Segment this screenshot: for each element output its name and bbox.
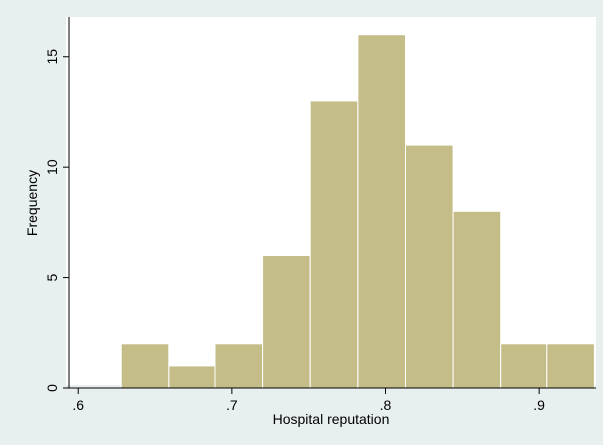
y-tick-label-3: 10	[44, 159, 60, 175]
y-tick-label-1: 0	[44, 384, 60, 392]
x-tick-label-1: .6	[72, 397, 84, 413]
y-tick-label-4: 15	[44, 49, 60, 65]
histogram-bars	[120, 34, 595, 389]
x-axis-title: Hospital reputation	[273, 411, 390, 427]
x-tick-label-4: .9	[533, 397, 545, 413]
histogram-bar-3	[214, 343, 264, 389]
x-axis-ticks: .6 .7 .8 .9	[72, 388, 545, 413]
histogram-bar-1	[120, 343, 170, 389]
histogram-bar-4	[262, 255, 311, 389]
y-axis-ticks: 0 5 10 15	[44, 49, 69, 392]
histogram-bar-6	[357, 34, 406, 389]
y-tick-label-2: 5	[44, 273, 60, 281]
y-axis-title: Frequency	[24, 170, 40, 236]
histogram-bar-10	[546, 343, 595, 389]
histogram-bar-7	[405, 144, 454, 389]
histogram-bar-8	[452, 210, 502, 389]
x-tick-label-2: .7	[226, 397, 238, 413]
histogram-bar-2	[168, 365, 216, 389]
histogram-bar-9	[500, 343, 548, 389]
x-tick-label-3: .8	[380, 397, 392, 413]
histogram-bar-5	[309, 100, 359, 389]
